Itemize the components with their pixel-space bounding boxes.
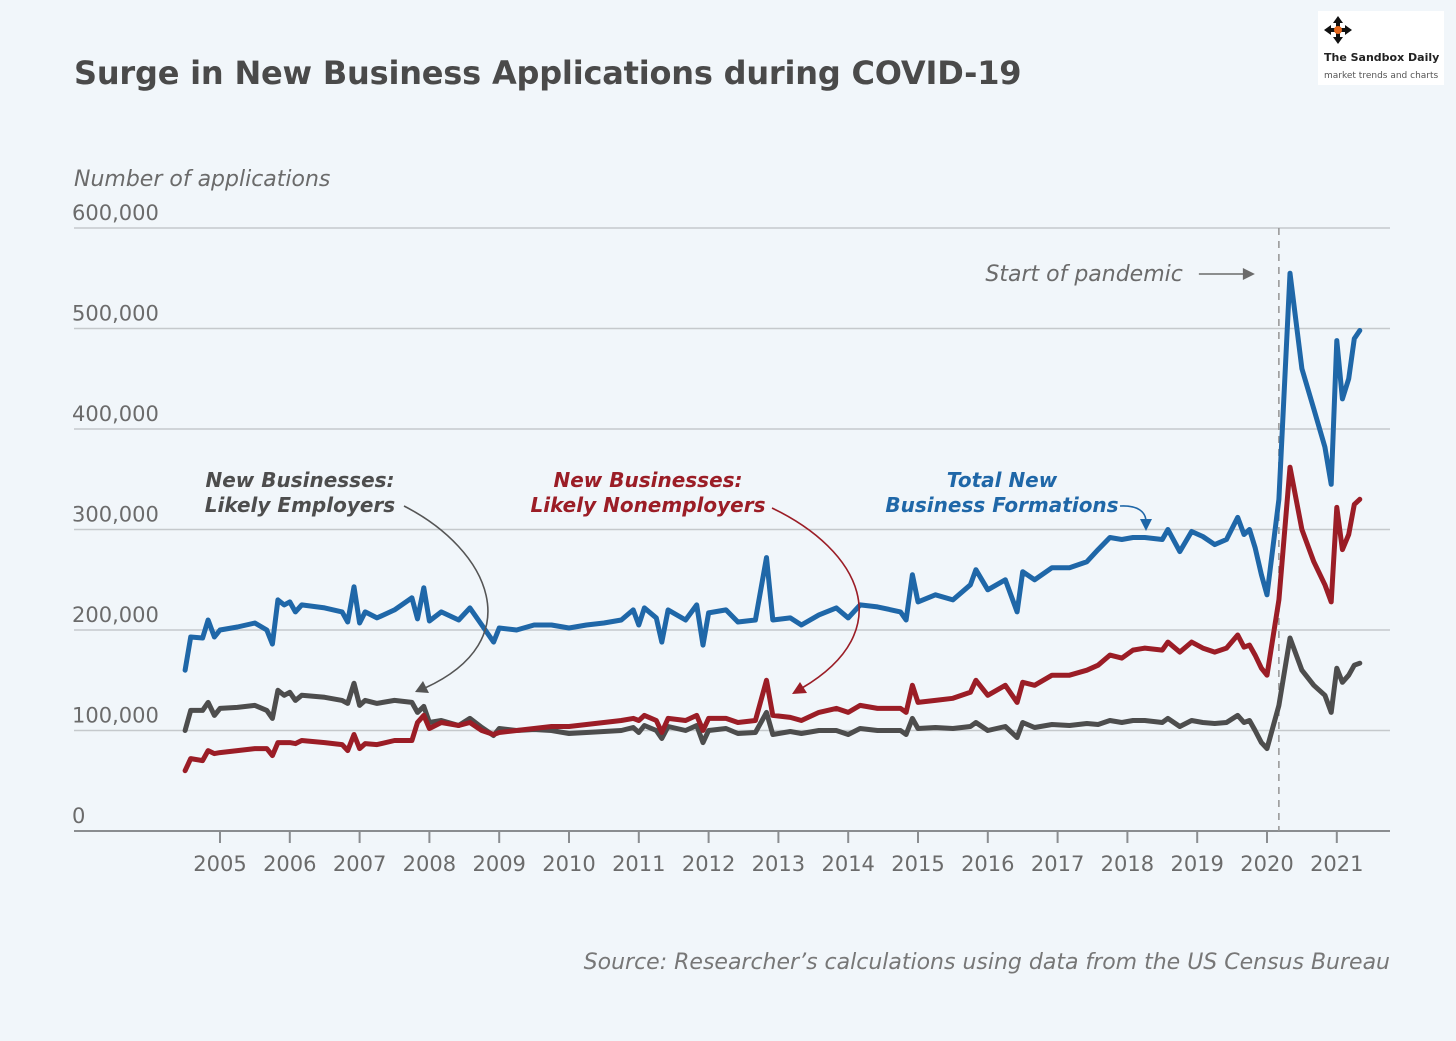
- pandemic-arrowhead: [1242, 268, 1255, 280]
- x-tick-label: 2010: [542, 852, 595, 876]
- brand-badge[interactable]: The Sandbox Daily market trends and char…: [1318, 11, 1444, 85]
- employers-line: [182, 635, 1363, 752]
- total-series-label: Business Formations: [885, 493, 1118, 517]
- x-tick-label: 2021: [1310, 852, 1363, 876]
- brand-tagline: market trends and charts: [1324, 71, 1439, 81]
- y-tick-label: 300,000: [72, 503, 159, 527]
- total-line: [182, 270, 1363, 673]
- total-leader-arrowhead: [1140, 519, 1152, 531]
- employers-series-label: New Businesses:: [205, 468, 394, 492]
- x-tick-label: 2020: [1240, 852, 1293, 876]
- y-tick-label: 100,000: [72, 704, 159, 728]
- x-axis: 2005 2006 2007 2008 2009 2010 2011 2012 2013 2014…: [74, 830, 1390, 876]
- x-tick-label: 2015: [891, 852, 944, 876]
- x-tick-label: 2017: [1031, 852, 1084, 876]
- x-tick-label: 2012: [682, 852, 735, 876]
- series-lines: [182, 270, 1363, 774]
- y-axis-label: Number of applications: [74, 167, 330, 192]
- employers-leader-line: [403, 505, 489, 689]
- nonemployers-series-label: Likely Nonemployers: [530, 493, 765, 517]
- brand-name: The Sandbox Daily: [1324, 51, 1440, 64]
- y-tick-label: 200,000: [72, 603, 159, 627]
- x-tick-label: 2008: [403, 852, 456, 876]
- nonemployers-line: [182, 464, 1363, 774]
- pandemic-marker: Start of pandemic: [985, 228, 1280, 831]
- total-series-label: Total New: [947, 468, 1058, 492]
- x-tick-label: 2011: [612, 852, 665, 876]
- y-tick-label: 600,000: [72, 201, 159, 225]
- nonemployers-series-label: New Businesses:: [553, 468, 742, 492]
- pandemic-label: Start of pandemic: [985, 262, 1182, 287]
- x-tick-label: 2013: [752, 852, 805, 876]
- x-tick-label: 2016: [961, 852, 1014, 876]
- y-tick-label: 0: [72, 804, 85, 828]
- source-note: Source: Researcher’s calculations using …: [583, 950, 1390, 975]
- y-axis-ticks: 0 100,000 200,000 300,000 400,000 500,000 600,…: [72, 201, 159, 828]
- nonemployers-leader-line: [771, 507, 860, 689]
- x-tick-label: 2014: [821, 852, 874, 876]
- y-tick-label: 400,000: [72, 402, 159, 426]
- x-tick-label: 2006: [263, 852, 316, 876]
- x-tick-label: 2019: [1170, 852, 1223, 876]
- employers-leader-arrowhead: [415, 681, 429, 693]
- x-tick-label: 2018: [1101, 852, 1154, 876]
- nonemployers-leader-arrowhead: [792, 682, 807, 694]
- employers-series-label: Likely Employers: [205, 493, 395, 517]
- y-tick-label: 500,000: [72, 302, 159, 326]
- move-arrows-icon: [1324, 16, 1352, 44]
- x-tick-label: 2009: [472, 852, 525, 876]
- x-tick-label: 2007: [333, 852, 386, 876]
- chart-title: Surge in New Business Applications durin…: [74, 54, 1022, 92]
- x-tick-label: 2005: [193, 852, 246, 876]
